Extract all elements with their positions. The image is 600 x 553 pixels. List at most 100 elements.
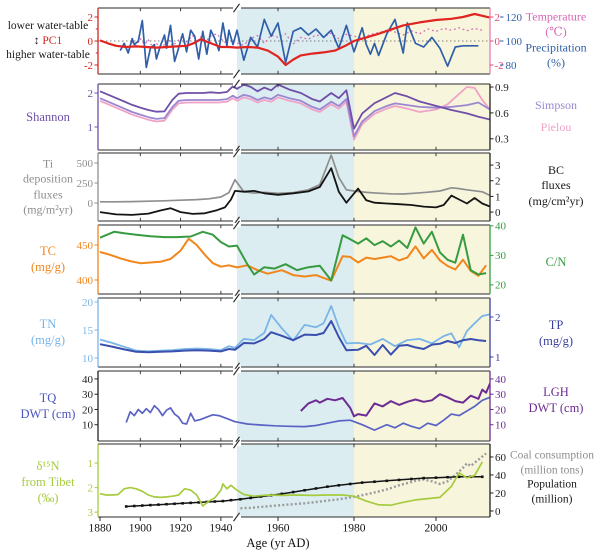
series-tp	[99, 320, 487, 356]
svg-text:20: 20	[82, 404, 94, 416]
svg-text:20: 20	[82, 297, 94, 309]
label-right-panel-3: C/N	[545, 255, 567, 269]
panel-d15n-coal-population: 1 2 3 60 40 20 0	[88, 439, 507, 522]
panel-dwt-tick-labels: 40 30 20 10 40 30 20 10	[82, 374, 507, 432]
label-left-panel-2: Ti deposition fluxes (mg/m²yr)	[23, 156, 73, 217]
svg-text:-2: -2	[495, 60, 504, 72]
svg-text:20: 20	[495, 280, 507, 292]
svg-text:2: 2	[495, 12, 501, 24]
svg-text:40: 40	[82, 374, 94, 386]
shaded-period-1950-1980	[237, 298, 354, 367]
svg-text:1: 1	[495, 191, 501, 203]
svg-text:0: 0	[495, 36, 501, 48]
svg-text:0: 0	[495, 207, 501, 219]
svg-text:0.3: 0.3	[495, 134, 509, 146]
svg-text:30: 30	[495, 250, 507, 262]
series-pc1	[99, 12, 490, 67]
shaded-period-1950-1980	[237, 371, 354, 441]
shaded-period-1980-2014	[354, 298, 490, 367]
x-tick-label: 1920	[169, 523, 192, 535]
svg-text:120: 120	[506, 12, 523, 24]
svg-text:500: 500	[77, 158, 94, 170]
label-left-panel-0: lower water-table ↕ PC1 higher water-table	[6, 19, 90, 62]
svg-text:0: 0	[88, 36, 94, 48]
label-right-panel-1: Simpson Pielou	[534, 97, 577, 134]
x-tick-label: 1960	[267, 523, 290, 535]
x-tick-label: 2000	[425, 523, 448, 535]
x-tick-label: 1900	[129, 523, 152, 535]
label-right-panel-4: TP (mg/g)	[538, 318, 574, 348]
svg-text:60: 60	[495, 452, 507, 464]
svg-text:40: 40	[495, 221, 507, 233]
shaded-period-1980-2014	[354, 84, 490, 150]
panel-tc-cn-tick-labels: 450 400 40 30 20	[77, 221, 507, 292]
label-left-panel-5: TQ DWT (cm)	[20, 391, 76, 421]
svg-text:20: 20	[495, 488, 507, 500]
panel-dwt: 40 30 20 10 40 30 20 10	[82, 366, 507, 446]
svg-text:30: 30	[495, 389, 507, 401]
label-left-panel-3: TC (mg/g)	[30, 244, 66, 274]
svg-text:10: 10	[495, 420, 507, 432]
svg-text:450: 450	[77, 240, 94, 252]
shaded-period-1950-1980	[237, 225, 354, 294]
svg-text:2: 2	[495, 312, 501, 324]
svg-text:2: 2	[88, 482, 94, 494]
panel-tc-cn: 450 400 40 30 20	[77, 220, 507, 299]
svg-text:2: 2	[88, 12, 94, 24]
panel-pc1-temp-precip-tick-labels: 2 0 -2 2 0 -2 120 100 80	[84, 12, 523, 72]
svg-text:40: 40	[495, 470, 507, 482]
series-coal-consumption	[240, 452, 487, 510]
svg-text:1: 1	[88, 458, 94, 470]
label-right-panel-2: BC fluxes (mg/cm²yr)	[528, 162, 584, 208]
svg-text:1: 1	[495, 352, 501, 364]
x-axis: 1880 1900 1920 1940 1960 1980 2000	[89, 517, 448, 535]
panel-ti-bc-fluxes: 500 250 0 3 2 1 0	[77, 148, 502, 226]
svg-text:2: 2	[495, 176, 501, 188]
series-ti-deposition-flux	[100, 154, 490, 203]
svg-text:100: 100	[506, 36, 523, 48]
panel-tn-tp: 20 15 10 2 1	[82, 293, 501, 372]
series-bc-flux	[99, 167, 490, 216]
svg-text:20: 20	[495, 404, 507, 416]
svg-text:80: 80	[506, 60, 518, 72]
shaded-period-1950-1980	[237, 84, 354, 150]
svg-text:10: 10	[82, 420, 94, 432]
label-right-panel-0: Temperature (℃) Precipitation (%)	[525, 9, 587, 70]
series-tn	[99, 304, 490, 353]
panel-diversity: 2 1 0.9 0.6 0.3	[88, 79, 510, 155]
svg-text:400: 400	[77, 275, 94, 287]
shaded-period-1950-1980	[237, 444, 354, 517]
label-left-panel-6: δ¹⁵N from Tibet (‰)	[21, 459, 75, 505]
svg-text:10: 10	[82, 353, 94, 365]
label-left-panel-4: TN (mg/g)	[30, 317, 66, 347]
label-right-panel-5: LGH DWT (cm)	[528, 385, 584, 415]
svg-text:3: 3	[495, 160, 501, 172]
series-pielou	[99, 86, 490, 141]
series-simpson	[99, 93, 490, 138]
panel-diversity-tick-labels: 2 1 0.9 0.6 0.3	[88, 82, 510, 146]
shaded-period-1980-2014	[354, 153, 490, 221]
series-shannon	[99, 84, 490, 130]
series-cn-ratio	[99, 226, 487, 282]
svg-text:0: 0	[495, 506, 501, 518]
label-left-panel-1: Shannon	[26, 110, 70, 124]
svg-text:0: 0	[88, 198, 94, 210]
svg-text:30: 30	[82, 389, 94, 401]
svg-text:40: 40	[495, 374, 507, 386]
svg-text:250: 250	[77, 178, 94, 190]
series-tc	[99, 237, 487, 282]
series-tq-dwt	[125, 396, 490, 431]
panel-tn-tp-tick-labels: 20 15 10 2 1	[82, 297, 501, 365]
series-lgh-dwt	[300, 383, 490, 418]
svg-text:2: 2	[88, 88, 94, 100]
x-axis-title: Age (yr AD)	[246, 536, 310, 550]
series-d15n-tibet	[99, 461, 484, 507]
svg-text:1: 1	[88, 122, 94, 134]
panel-ti-bc-fluxes-tick-labels: 500 250 0 3 2 1 0	[77, 158, 502, 219]
svg-text:-2: -2	[84, 60, 93, 72]
panel-d15n-coal-population-tick-labels: 1 2 3 60 40 20 0	[88, 452, 507, 519]
x-tick-label: 1940	[209, 523, 232, 535]
svg-text:0.6: 0.6	[495, 108, 509, 120]
